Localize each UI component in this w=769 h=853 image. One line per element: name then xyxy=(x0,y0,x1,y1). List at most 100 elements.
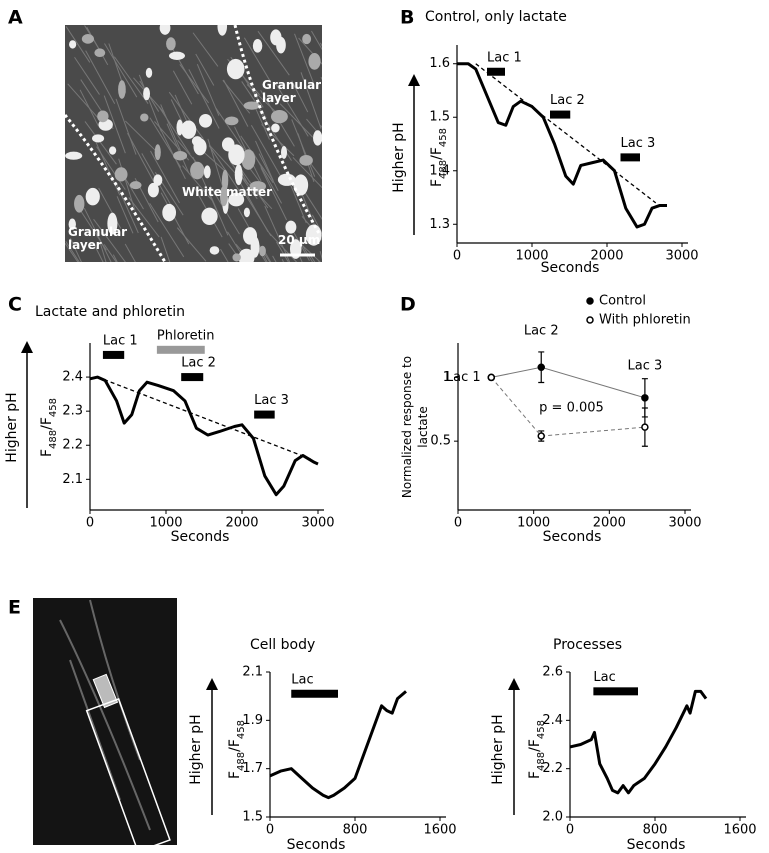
y-axis-label-part: 488 xyxy=(438,160,449,179)
cell xyxy=(313,130,322,146)
fiber xyxy=(160,236,171,262)
fiber xyxy=(67,83,103,123)
fiber xyxy=(138,74,162,132)
cell xyxy=(173,151,188,161)
fiber xyxy=(158,125,186,180)
y-axis-label-part: 458 xyxy=(536,720,547,739)
fiber xyxy=(196,64,220,116)
x-tick-label: 1600 xyxy=(723,823,756,838)
fiber xyxy=(279,103,314,138)
cell xyxy=(224,116,239,126)
cell xyxy=(140,113,149,122)
treatment-label: Lac xyxy=(291,672,313,687)
y-tick-label: 2.1 xyxy=(62,472,83,487)
fiber xyxy=(228,243,243,262)
fiber xyxy=(291,80,309,113)
cell xyxy=(203,165,211,179)
cell xyxy=(162,203,177,222)
scale-label: 20 µm xyxy=(278,233,321,247)
x-tick-label: 800 xyxy=(343,823,368,838)
cell xyxy=(65,151,83,160)
fiber xyxy=(210,195,229,236)
fiber xyxy=(103,95,126,154)
treatment-bar xyxy=(254,410,275,419)
fiber xyxy=(230,161,258,200)
y-axis-label: Normalized response to lactate xyxy=(400,355,430,498)
fiber xyxy=(69,238,82,262)
x-tick-label: 0 xyxy=(86,516,94,531)
fiber xyxy=(311,30,322,51)
cell xyxy=(129,181,142,190)
fiber xyxy=(294,33,314,84)
panel-label: E xyxy=(8,597,21,619)
fiber xyxy=(176,227,207,262)
treatment-label: Lac 3 xyxy=(254,393,289,408)
fiber xyxy=(195,53,215,86)
x-axis-label: Seconds xyxy=(627,837,686,853)
x-tick-label: 3000 xyxy=(665,249,698,264)
y-axis-label-part: 488 xyxy=(536,752,547,771)
fiber xyxy=(104,43,138,98)
fiber xyxy=(243,37,271,82)
treatment-label: Lac 2 xyxy=(181,356,216,371)
image-label: Granular layer xyxy=(262,78,322,105)
fiber xyxy=(192,32,219,67)
fiber xyxy=(124,243,136,262)
x-tick-label: 1000 xyxy=(517,516,550,531)
fiber xyxy=(65,26,91,63)
fiber xyxy=(258,153,279,192)
x-tick-label: 1600 xyxy=(423,823,456,838)
fiber xyxy=(301,187,322,220)
cell xyxy=(69,40,77,49)
cell xyxy=(228,192,245,207)
layer-border xyxy=(233,24,322,236)
cell xyxy=(219,185,228,207)
chart-title: Lactate and phloretin xyxy=(35,304,185,320)
y-axis-label: F488/F458 xyxy=(39,398,59,457)
cell xyxy=(145,67,153,78)
fiber xyxy=(291,119,316,177)
y-tick-label: 1.6 xyxy=(429,56,450,71)
fiber xyxy=(116,196,134,234)
y-axis-label: F488/F458 xyxy=(227,720,247,779)
fiber xyxy=(319,251,322,260)
fiber xyxy=(65,242,79,262)
fiber xyxy=(74,56,100,95)
cell xyxy=(252,38,263,53)
legend-marker xyxy=(586,297,594,305)
x-tick-label: 0 xyxy=(454,516,462,531)
fiber xyxy=(317,260,321,262)
fiber xyxy=(103,244,117,262)
trend-line xyxy=(97,376,311,460)
cell-texture xyxy=(59,599,151,831)
cell xyxy=(302,33,312,45)
cell xyxy=(154,144,161,161)
cell xyxy=(180,120,197,139)
cell xyxy=(92,134,105,143)
chart-title: Processes xyxy=(553,637,622,653)
fiber xyxy=(298,37,322,65)
y-axis-label-part: /F xyxy=(227,739,243,752)
y-axis-label-part: 458 xyxy=(48,398,59,417)
fiber xyxy=(207,138,226,195)
cell xyxy=(228,144,245,166)
fiber xyxy=(311,214,322,235)
cell xyxy=(198,113,213,128)
cell xyxy=(226,58,245,80)
point-label: Lac 3 xyxy=(628,358,663,373)
cell xyxy=(118,80,126,99)
y-tick-label: 1 xyxy=(443,370,451,385)
y-tick-label: 2.3 xyxy=(62,404,83,419)
cell xyxy=(168,51,185,60)
cell xyxy=(94,48,106,58)
x-tick-label: 800 xyxy=(643,823,668,838)
cell xyxy=(107,212,118,235)
fiber xyxy=(320,124,322,129)
trend-line xyxy=(475,63,657,204)
x-axis-label: Seconds xyxy=(287,837,346,853)
cell xyxy=(234,164,243,186)
fiber xyxy=(93,218,126,262)
cell xyxy=(250,236,260,258)
x-axis-label: Seconds xyxy=(171,529,230,545)
cell xyxy=(143,87,151,101)
